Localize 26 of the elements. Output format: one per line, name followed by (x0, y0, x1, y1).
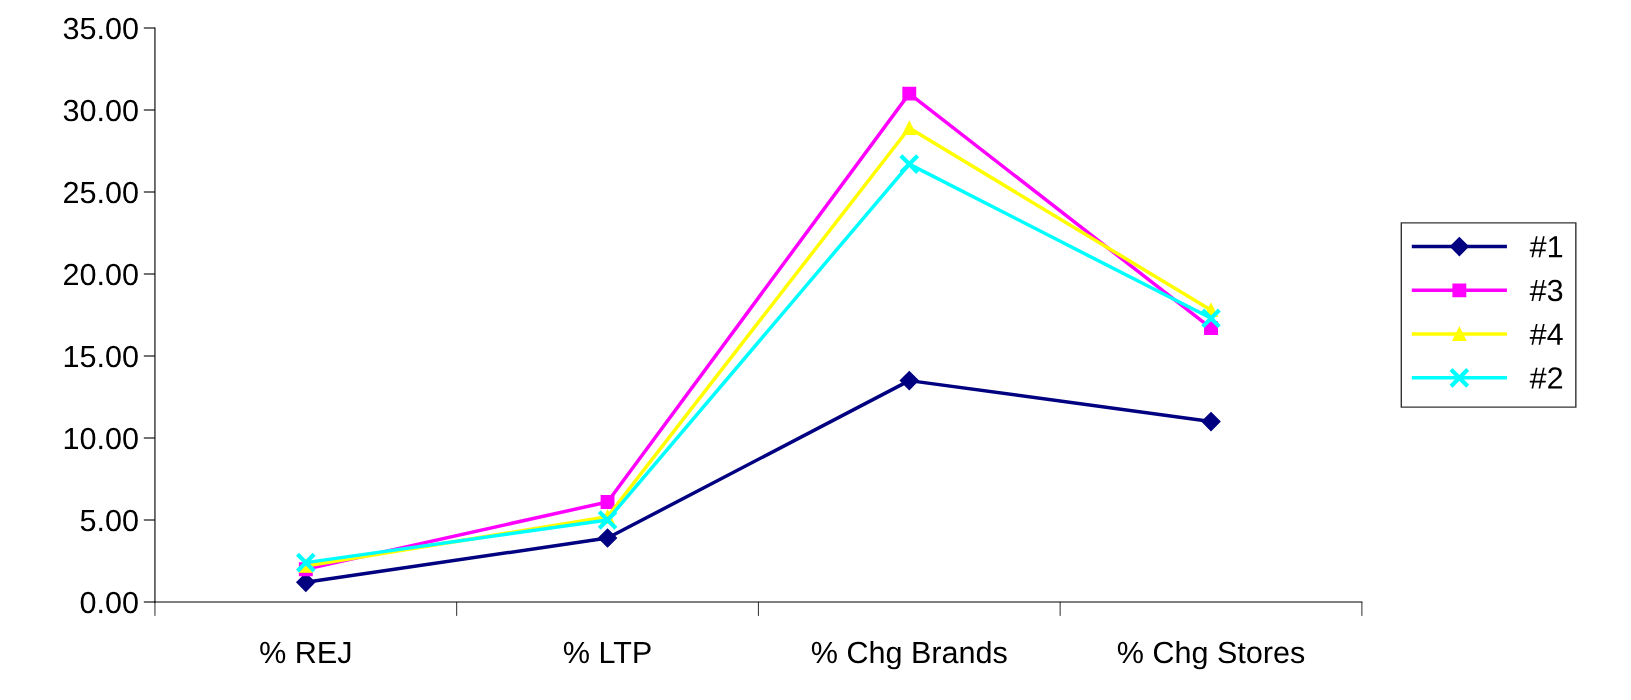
point (1200, 307, 1222, 329)
y-tick-label: 30.00 (63, 99, 138, 122)
legend-label: #1 (1529, 236, 1563, 258)
point (1201, 412, 1221, 432)
y-tick-label: 25.00 (64, 181, 138, 204)
x-tick-label: % Chg Stores (1117, 640, 1305, 670)
y-tick-label: 10.00 (64, 427, 138, 450)
x-tick-label: % LTP (563, 641, 651, 664)
x-tick-label: % Chg Brands (811, 640, 1007, 670)
y-tick-label: 0.00 (80, 591, 138, 614)
point (295, 552, 317, 574)
legend-label: #4 (1529, 323, 1563, 345)
point (598, 528, 618, 548)
y-tick-label: 5.00 (80, 509, 138, 532)
y-tick-label: 15.00 (64, 345, 138, 368)
legend-label: #3 (1529, 279, 1563, 302)
legend-label: #2 (1529, 367, 1563, 389)
point (597, 509, 618, 531)
point (902, 86, 917, 101)
y-tick-label: 20.00 (64, 263, 138, 286)
point (902, 121, 917, 135)
point (899, 371, 919, 391)
point (898, 153, 920, 175)
x-tick-label: % REJ (260, 641, 351, 664)
y-tick-label: 35.00 (63, 17, 138, 40)
point (600, 495, 615, 509)
